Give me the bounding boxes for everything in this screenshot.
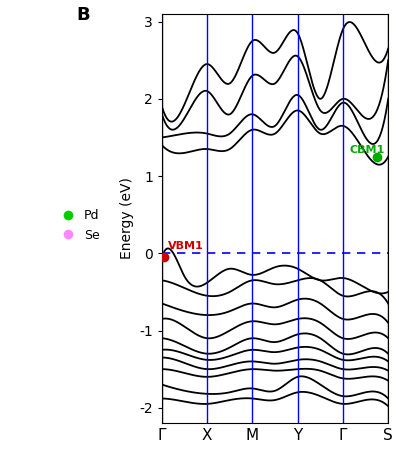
Text: B: B bbox=[76, 6, 90, 24]
Text: VBM1: VBM1 bbox=[168, 242, 204, 252]
Text: CBM1: CBM1 bbox=[350, 145, 385, 155]
Y-axis label: Energy (eV): Energy (eV) bbox=[120, 178, 134, 260]
Legend: Pd, Se: Pd, Se bbox=[50, 204, 105, 247]
